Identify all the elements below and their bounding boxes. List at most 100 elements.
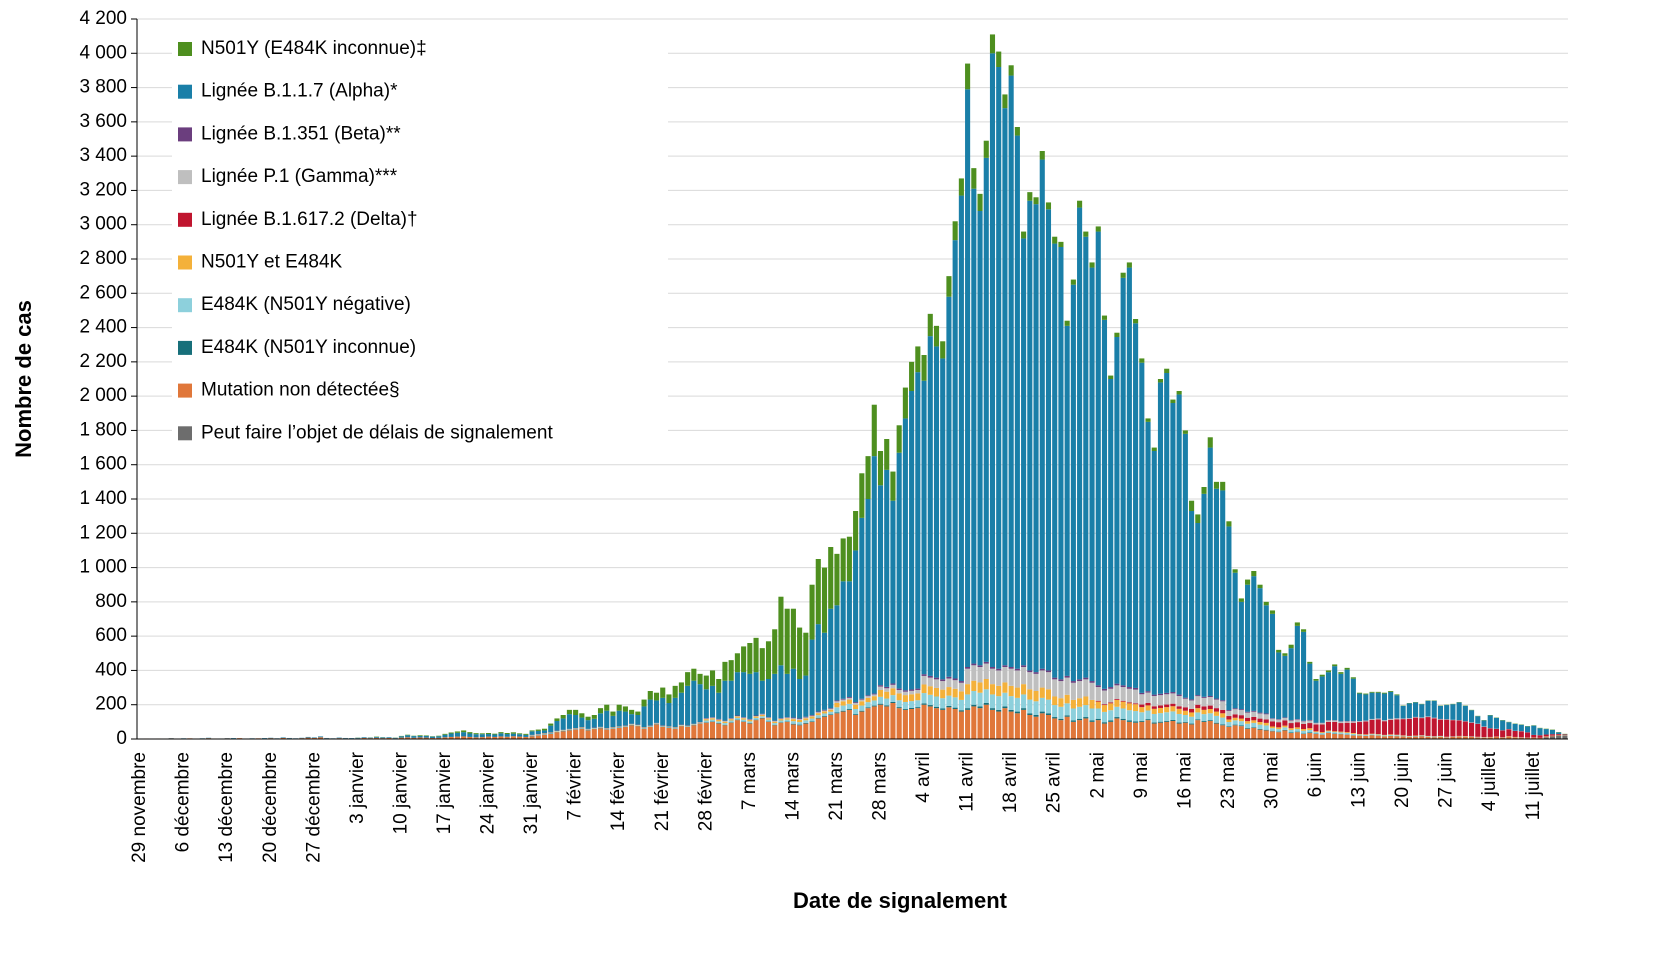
bar-segment xyxy=(709,719,716,722)
bar-segment xyxy=(890,500,896,684)
bar-segment xyxy=(865,697,871,703)
bar-segment xyxy=(1021,238,1027,666)
bar-segment xyxy=(915,688,921,690)
bar-segment xyxy=(691,724,697,725)
bar-segment xyxy=(784,721,790,722)
bar-segment xyxy=(828,714,834,715)
y-tick-label: 3 600 xyxy=(79,111,127,132)
bar-segment xyxy=(367,737,373,739)
bar-segment xyxy=(716,719,722,722)
bar-segment xyxy=(815,713,821,716)
bar-segment xyxy=(1195,720,1201,739)
bar-segment xyxy=(1120,687,1126,701)
bar-segment xyxy=(510,732,516,734)
bar-segment xyxy=(1226,719,1232,723)
bar-segment xyxy=(1189,699,1195,701)
bar-segment xyxy=(629,725,635,739)
bar-segment xyxy=(716,721,722,724)
bar-segment xyxy=(1139,704,1145,708)
bar-segment xyxy=(1238,598,1244,602)
bar-segment xyxy=(871,404,877,457)
y-tick-label: 2 800 xyxy=(79,248,127,269)
bar-segment xyxy=(1313,733,1319,739)
legend-swatch xyxy=(178,340,192,355)
bar-segment xyxy=(965,708,971,710)
bar-segment xyxy=(1070,682,1076,700)
bar-segment xyxy=(1375,692,1381,719)
bar-segment xyxy=(1189,500,1195,511)
bar-segment xyxy=(1083,236,1089,678)
bar-segment xyxy=(1195,719,1201,721)
bar-segment xyxy=(1176,695,1182,707)
bar-segment xyxy=(597,713,604,727)
bar-segment xyxy=(1413,702,1419,717)
bar-segment xyxy=(790,723,796,725)
bar-segment xyxy=(616,727,622,728)
bar-segment xyxy=(821,632,828,710)
bar-segment xyxy=(765,641,772,679)
bar-segment xyxy=(772,721,778,724)
bar-segment xyxy=(1332,732,1338,734)
bar-segment xyxy=(672,728,678,739)
bar-segment xyxy=(653,723,660,725)
bar-segment xyxy=(828,709,834,712)
bar-segment xyxy=(1108,721,1114,739)
bar-segment xyxy=(902,708,908,710)
bar-segment xyxy=(436,735,442,737)
bar-segment xyxy=(1145,418,1151,422)
bar-segment xyxy=(1226,726,1232,727)
bar-segment xyxy=(965,667,971,669)
bar-segment xyxy=(1170,693,1176,704)
bar-segment xyxy=(1058,241,1064,247)
bar-segment xyxy=(1201,714,1207,721)
x-tick-label: 28 février xyxy=(695,751,716,831)
bar-segment xyxy=(1220,709,1226,714)
bar-segment xyxy=(560,730,566,731)
bar-segment xyxy=(896,689,902,694)
bar-segment xyxy=(1549,734,1555,736)
bar-segment xyxy=(1095,720,1101,739)
bar-segment xyxy=(902,690,908,692)
bar-segment xyxy=(1045,699,1052,714)
bar-segment xyxy=(840,698,846,700)
bar-segment xyxy=(765,721,772,722)
bar-segment xyxy=(1195,712,1201,720)
bar-segment xyxy=(1232,708,1238,710)
bar-segment xyxy=(989,684,996,695)
bar-segment xyxy=(1276,731,1282,733)
bar-segment xyxy=(747,643,753,674)
bar-segment xyxy=(1381,735,1388,737)
bar-segment xyxy=(996,67,1002,669)
bar-segment xyxy=(1269,721,1276,727)
bar-segment xyxy=(1325,733,1332,739)
bar-segment xyxy=(591,729,597,739)
bar-segment xyxy=(1232,569,1238,573)
bar-segment xyxy=(1307,723,1313,729)
bar-segment xyxy=(523,736,529,739)
bar-segment xyxy=(1045,715,1052,739)
bar-segment xyxy=(1307,728,1313,730)
bar-segment xyxy=(305,736,311,738)
bar-segment xyxy=(952,221,958,241)
bar-segment xyxy=(1027,670,1033,673)
bar-segment xyxy=(1027,200,1033,671)
bar-segment xyxy=(398,737,404,739)
bar-segment xyxy=(1195,514,1201,523)
bar-segment xyxy=(604,729,610,739)
bar-segment xyxy=(1437,705,1444,719)
bar-segment xyxy=(1164,694,1170,705)
bar-segment xyxy=(541,734,548,739)
bar-segment xyxy=(1493,736,1500,739)
bar-segment xyxy=(317,737,324,739)
x-tick-label: 11 avril xyxy=(957,752,978,812)
bar-segment xyxy=(417,737,423,739)
bar-segment xyxy=(1077,720,1083,739)
x-tick-label: 14 mars xyxy=(782,752,803,821)
bar-segment xyxy=(772,673,778,721)
bar-segment xyxy=(678,726,684,739)
bar-segment xyxy=(1282,729,1288,731)
bar-segment xyxy=(1133,319,1139,324)
bar-segment xyxy=(1101,688,1108,691)
bar-segment xyxy=(647,726,653,727)
x-tick-label: 23 mai xyxy=(1218,752,1239,809)
